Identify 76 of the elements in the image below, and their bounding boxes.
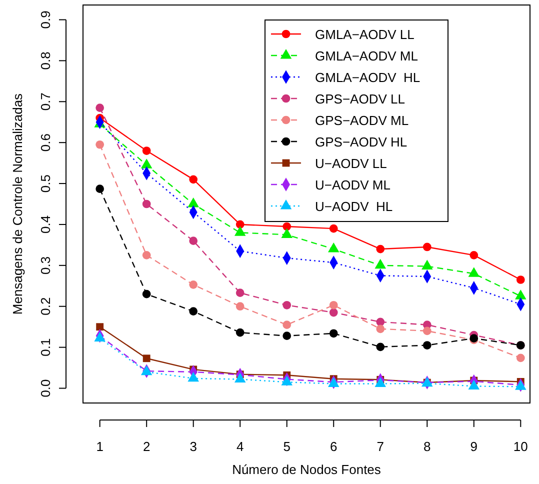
x-tick-label: 1 <box>96 438 104 454</box>
point <box>468 380 480 390</box>
point <box>96 140 104 149</box>
x-tick-label: 10 <box>513 438 528 454</box>
point <box>515 290 526 300</box>
y-tick-label: 0.0 <box>38 379 53 398</box>
legend-label: GMLA−AODV LL <box>315 27 414 42</box>
point <box>142 251 151 260</box>
point <box>282 332 292 340</box>
point <box>376 342 385 352</box>
point <box>189 175 198 184</box>
point <box>516 354 525 362</box>
point <box>236 302 244 311</box>
point <box>329 329 338 338</box>
point <box>468 267 480 277</box>
x-tick-label: 4 <box>236 438 244 454</box>
point <box>282 222 292 231</box>
y-tick-label: 0.2 <box>38 297 53 316</box>
point <box>329 300 338 310</box>
point <box>282 300 292 310</box>
point <box>422 326 432 336</box>
legend-label: U−AODV LL <box>315 156 387 171</box>
point <box>281 376 292 386</box>
point <box>376 324 385 334</box>
x-tick-label: 8 <box>424 438 431 454</box>
y-tick-label: 0.7 <box>38 92 53 111</box>
x-axis-title: Número de Nodos Fontes <box>232 462 382 477</box>
y-tick-label: 0.5 <box>38 174 53 193</box>
point <box>142 146 151 155</box>
point <box>376 244 385 254</box>
legend-label: GMLA−AODV ML <box>315 48 418 64</box>
legend-label: GPS−AODV ML <box>315 113 409 128</box>
point <box>142 290 151 298</box>
x-tick-label: 2 <box>142 438 150 454</box>
point <box>96 104 104 112</box>
legend-label: GPS−AODV LL <box>315 92 405 106</box>
point <box>234 372 246 383</box>
point <box>236 220 244 229</box>
point <box>140 365 152 376</box>
x-tick-label: 7 <box>376 438 384 454</box>
point <box>282 320 292 329</box>
legend-label: U−AODV HL <box>315 199 393 214</box>
legend-label: GPS−AODV HL <box>315 134 408 150</box>
point <box>329 224 338 233</box>
point <box>516 276 525 284</box>
y-tick-label: 0.4 <box>38 215 53 234</box>
point <box>470 251 478 260</box>
point <box>422 242 432 252</box>
y-tick-label: 0.8 <box>38 52 53 70</box>
x-tick-label: 3 <box>190 438 197 454</box>
point <box>236 288 244 298</box>
point <box>329 308 338 317</box>
point <box>94 332 106 342</box>
point <box>422 341 432 350</box>
x-tick-label: 6 <box>330 438 338 454</box>
point <box>96 184 104 194</box>
point <box>189 280 198 289</box>
y-axis-title: Mensagens de Controle Normalizadas <box>10 92 25 315</box>
point <box>328 242 340 252</box>
point <box>374 377 386 388</box>
point <box>142 354 150 362</box>
legend-label: GMLA−AODV HL <box>315 70 420 85</box>
point <box>188 372 199 382</box>
x-tick-label: 5 <box>283 438 290 454</box>
point <box>236 328 244 337</box>
point <box>96 323 104 331</box>
point <box>376 318 385 326</box>
point <box>142 200 151 208</box>
point <box>189 236 198 246</box>
y-tick-label: 0.6 <box>38 134 53 152</box>
point <box>189 307 198 316</box>
legend-label: U−AODV ML <box>315 178 390 192</box>
x-tick-label: 9 <box>470 438 478 454</box>
y-tick-label: 0.3 <box>38 256 53 274</box>
y-tick-label: 0.9 <box>38 10 53 29</box>
y-tick-label: 0.1 <box>38 338 53 356</box>
